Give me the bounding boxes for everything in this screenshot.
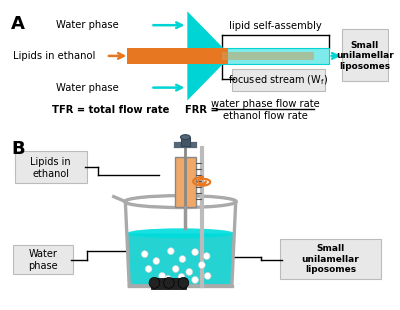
Circle shape [203,253,210,259]
Circle shape [172,265,179,272]
Circle shape [141,251,148,258]
Text: FRR =: FRR = [185,105,219,115]
Text: Small
unilamellar
liposomes: Small unilamellar liposomes [336,41,394,71]
Bar [180,137,190,146]
FancyBboxPatch shape [15,151,87,183]
Text: focused stream (W$_\mathregular{f}$): focused stream (W$_\mathregular{f}$) [228,73,328,87]
Bar [222,48,329,64]
Ellipse shape [127,228,234,238]
Polygon shape [127,233,234,286]
Circle shape [164,275,171,282]
Ellipse shape [180,135,190,140]
Circle shape [192,277,198,283]
Text: Small
unilamellar
liposomes: Small unilamellar liposomes [302,244,360,274]
Text: Water
phase: Water phase [28,249,58,271]
Circle shape [145,265,152,272]
Bar [127,48,228,64]
Bar [175,157,196,206]
Circle shape [179,255,186,263]
Circle shape [164,277,174,288]
Text: lipid self-assembly: lipid self-assembly [229,21,322,31]
Circle shape [204,272,211,279]
Circle shape [178,273,185,280]
Polygon shape [187,61,226,100]
Text: TFR = total flow rate: TFR = total flow rate [52,105,169,115]
Polygon shape [187,11,226,51]
Bar [152,278,186,289]
Text: B: B [11,140,25,158]
Circle shape [149,277,160,288]
FancyBboxPatch shape [232,69,325,91]
Circle shape [159,272,166,279]
Circle shape [192,249,198,255]
Text: A: A [11,15,25,33]
Bar [222,52,314,60]
Circle shape [151,278,158,285]
Circle shape [153,258,160,264]
FancyBboxPatch shape [280,239,381,279]
FancyBboxPatch shape [342,29,388,81]
Circle shape [168,248,174,255]
FancyBboxPatch shape [13,245,73,274]
Circle shape [198,262,205,268]
Circle shape [178,277,189,288]
Text: Lipids in
ethanol: Lipids in ethanol [30,157,71,179]
Text: ethanol flow rate: ethanol flow rate [223,111,308,121]
Text: Lipids in ethanol: Lipids in ethanol [13,51,95,61]
Circle shape [186,268,193,275]
Text: water phase flow rate: water phase flow rate [211,100,320,109]
Text: Water phase: Water phase [56,20,118,30]
Text: Water phase: Water phase [56,82,118,93]
